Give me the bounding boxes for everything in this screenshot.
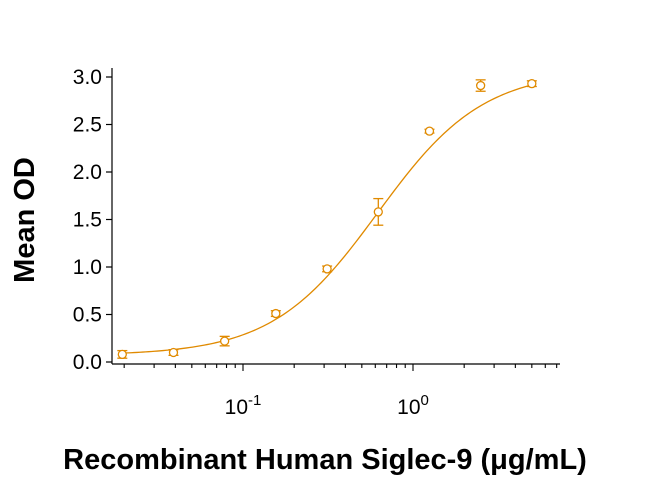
y-tick-label: 3.0 <box>73 66 102 89</box>
point-marker <box>475 80 486 91</box>
x-tick-label: 100 <box>397 392 429 419</box>
y-tick-label: 2.0 <box>73 161 102 184</box>
y-axis-title: Mean OD <box>9 157 41 283</box>
fit-curve <box>122 84 532 354</box>
fit-curve-layer <box>122 84 532 354</box>
y-tick-label: 0.0 <box>73 351 102 374</box>
data-point <box>270 308 281 319</box>
data-point <box>424 126 435 136</box>
x-axis-title: Recombinant Human Siglec-9 (μg/mL) <box>63 444 587 476</box>
y-tick-label: 1.0 <box>73 256 102 279</box>
data-point <box>168 347 179 358</box>
x-axis: 10-1 100 <box>112 363 560 419</box>
point-marker <box>322 264 332 274</box>
data-point <box>526 79 537 89</box>
point-marker <box>117 349 127 360</box>
y-tick-label: 1.5 <box>73 209 102 232</box>
point-marker <box>271 308 281 319</box>
y-axis: 0.0 0.5 1.0 1.5 2.0 2.5 3.0 <box>73 66 113 374</box>
point-marker <box>220 336 230 346</box>
data-point <box>373 197 384 226</box>
y-tick-label: 0.5 <box>73 304 102 327</box>
point-marker <box>373 207 383 217</box>
y-tick-label: 2.5 <box>73 114 102 137</box>
data-point <box>117 349 128 360</box>
point-marker <box>168 347 179 358</box>
x-tick-label: 10-1 <box>225 392 262 419</box>
point-marker <box>527 79 537 89</box>
point-marker <box>424 126 435 136</box>
data-point <box>219 335 230 347</box>
data-point <box>322 264 333 274</box>
data-points-layer <box>117 79 537 360</box>
data-point <box>475 79 486 92</box>
